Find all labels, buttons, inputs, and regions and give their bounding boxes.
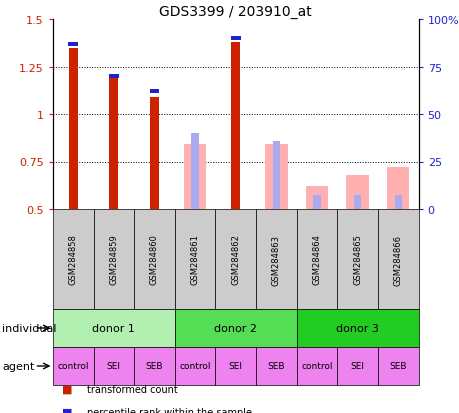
Bar	[377, 209, 418, 309]
Text: control: control	[301, 362, 332, 370]
Bar	[184, 145, 206, 209]
Text: SEB: SEB	[146, 362, 163, 370]
Bar	[386, 168, 409, 209]
Bar	[134, 209, 174, 309]
Text: SEI: SEI	[350, 362, 364, 370]
Text: GSM284863: GSM284863	[271, 234, 280, 285]
Bar	[377, 347, 418, 385]
Text: SEI: SEI	[106, 362, 121, 370]
Bar	[68, 48, 78, 209]
Bar	[149, 90, 159, 94]
Bar	[336, 209, 377, 309]
Text: donor 2: donor 2	[214, 323, 257, 333]
Title: GDS3399 / 203910_at: GDS3399 / 203910_at	[159, 5, 312, 19]
Bar	[174, 347, 215, 385]
Text: GSM284858: GSM284858	[68, 234, 78, 285]
Bar	[265, 145, 287, 209]
Text: ■: ■	[62, 407, 73, 413]
Text: SEB: SEB	[389, 362, 406, 370]
Bar	[150, 97, 159, 209]
Bar	[174, 309, 296, 347]
Bar	[296, 209, 336, 309]
Text: transformed count: transformed count	[87, 384, 178, 394]
Text: agent: agent	[2, 361, 34, 371]
Bar	[231, 43, 240, 209]
Text: GSM284866: GSM284866	[393, 234, 402, 285]
Text: SEI: SEI	[228, 362, 242, 370]
Text: individual: individual	[2, 323, 56, 333]
Bar	[68, 43, 78, 47]
Bar	[109, 79, 118, 209]
Bar	[93, 347, 134, 385]
Bar	[256, 347, 296, 385]
Bar	[230, 37, 240, 41]
Bar	[53, 309, 174, 347]
Text: GSM284861: GSM284861	[190, 234, 199, 285]
Bar	[191, 134, 198, 209]
Text: GSM284860: GSM284860	[150, 234, 159, 285]
Bar	[336, 347, 377, 385]
Text: ■: ■	[62, 384, 73, 394]
Bar	[53, 209, 93, 309]
Text: GSM284862: GSM284862	[231, 234, 240, 285]
Bar	[53, 347, 93, 385]
Bar	[305, 187, 327, 209]
Text: donor 3: donor 3	[336, 323, 378, 333]
Text: SEB: SEB	[267, 362, 285, 370]
Text: GSM284865: GSM284865	[353, 234, 361, 285]
Bar	[353, 195, 360, 209]
Bar	[93, 209, 134, 309]
Bar	[313, 195, 320, 209]
Bar	[394, 195, 401, 209]
Bar	[296, 309, 418, 347]
Text: donor 1: donor 1	[92, 323, 135, 333]
Text: GSM284864: GSM284864	[312, 234, 321, 285]
Bar	[346, 176, 368, 209]
Text: GSM284859: GSM284859	[109, 234, 118, 285]
Bar	[134, 347, 174, 385]
Text: control: control	[179, 362, 210, 370]
Bar	[256, 209, 296, 309]
Bar	[215, 347, 256, 385]
Text: percentile rank within the sample: percentile rank within the sample	[87, 407, 252, 413]
Bar	[174, 209, 215, 309]
Bar	[109, 75, 118, 79]
Text: control: control	[57, 362, 89, 370]
Bar	[296, 347, 336, 385]
Bar	[215, 209, 256, 309]
Bar	[272, 141, 280, 209]
